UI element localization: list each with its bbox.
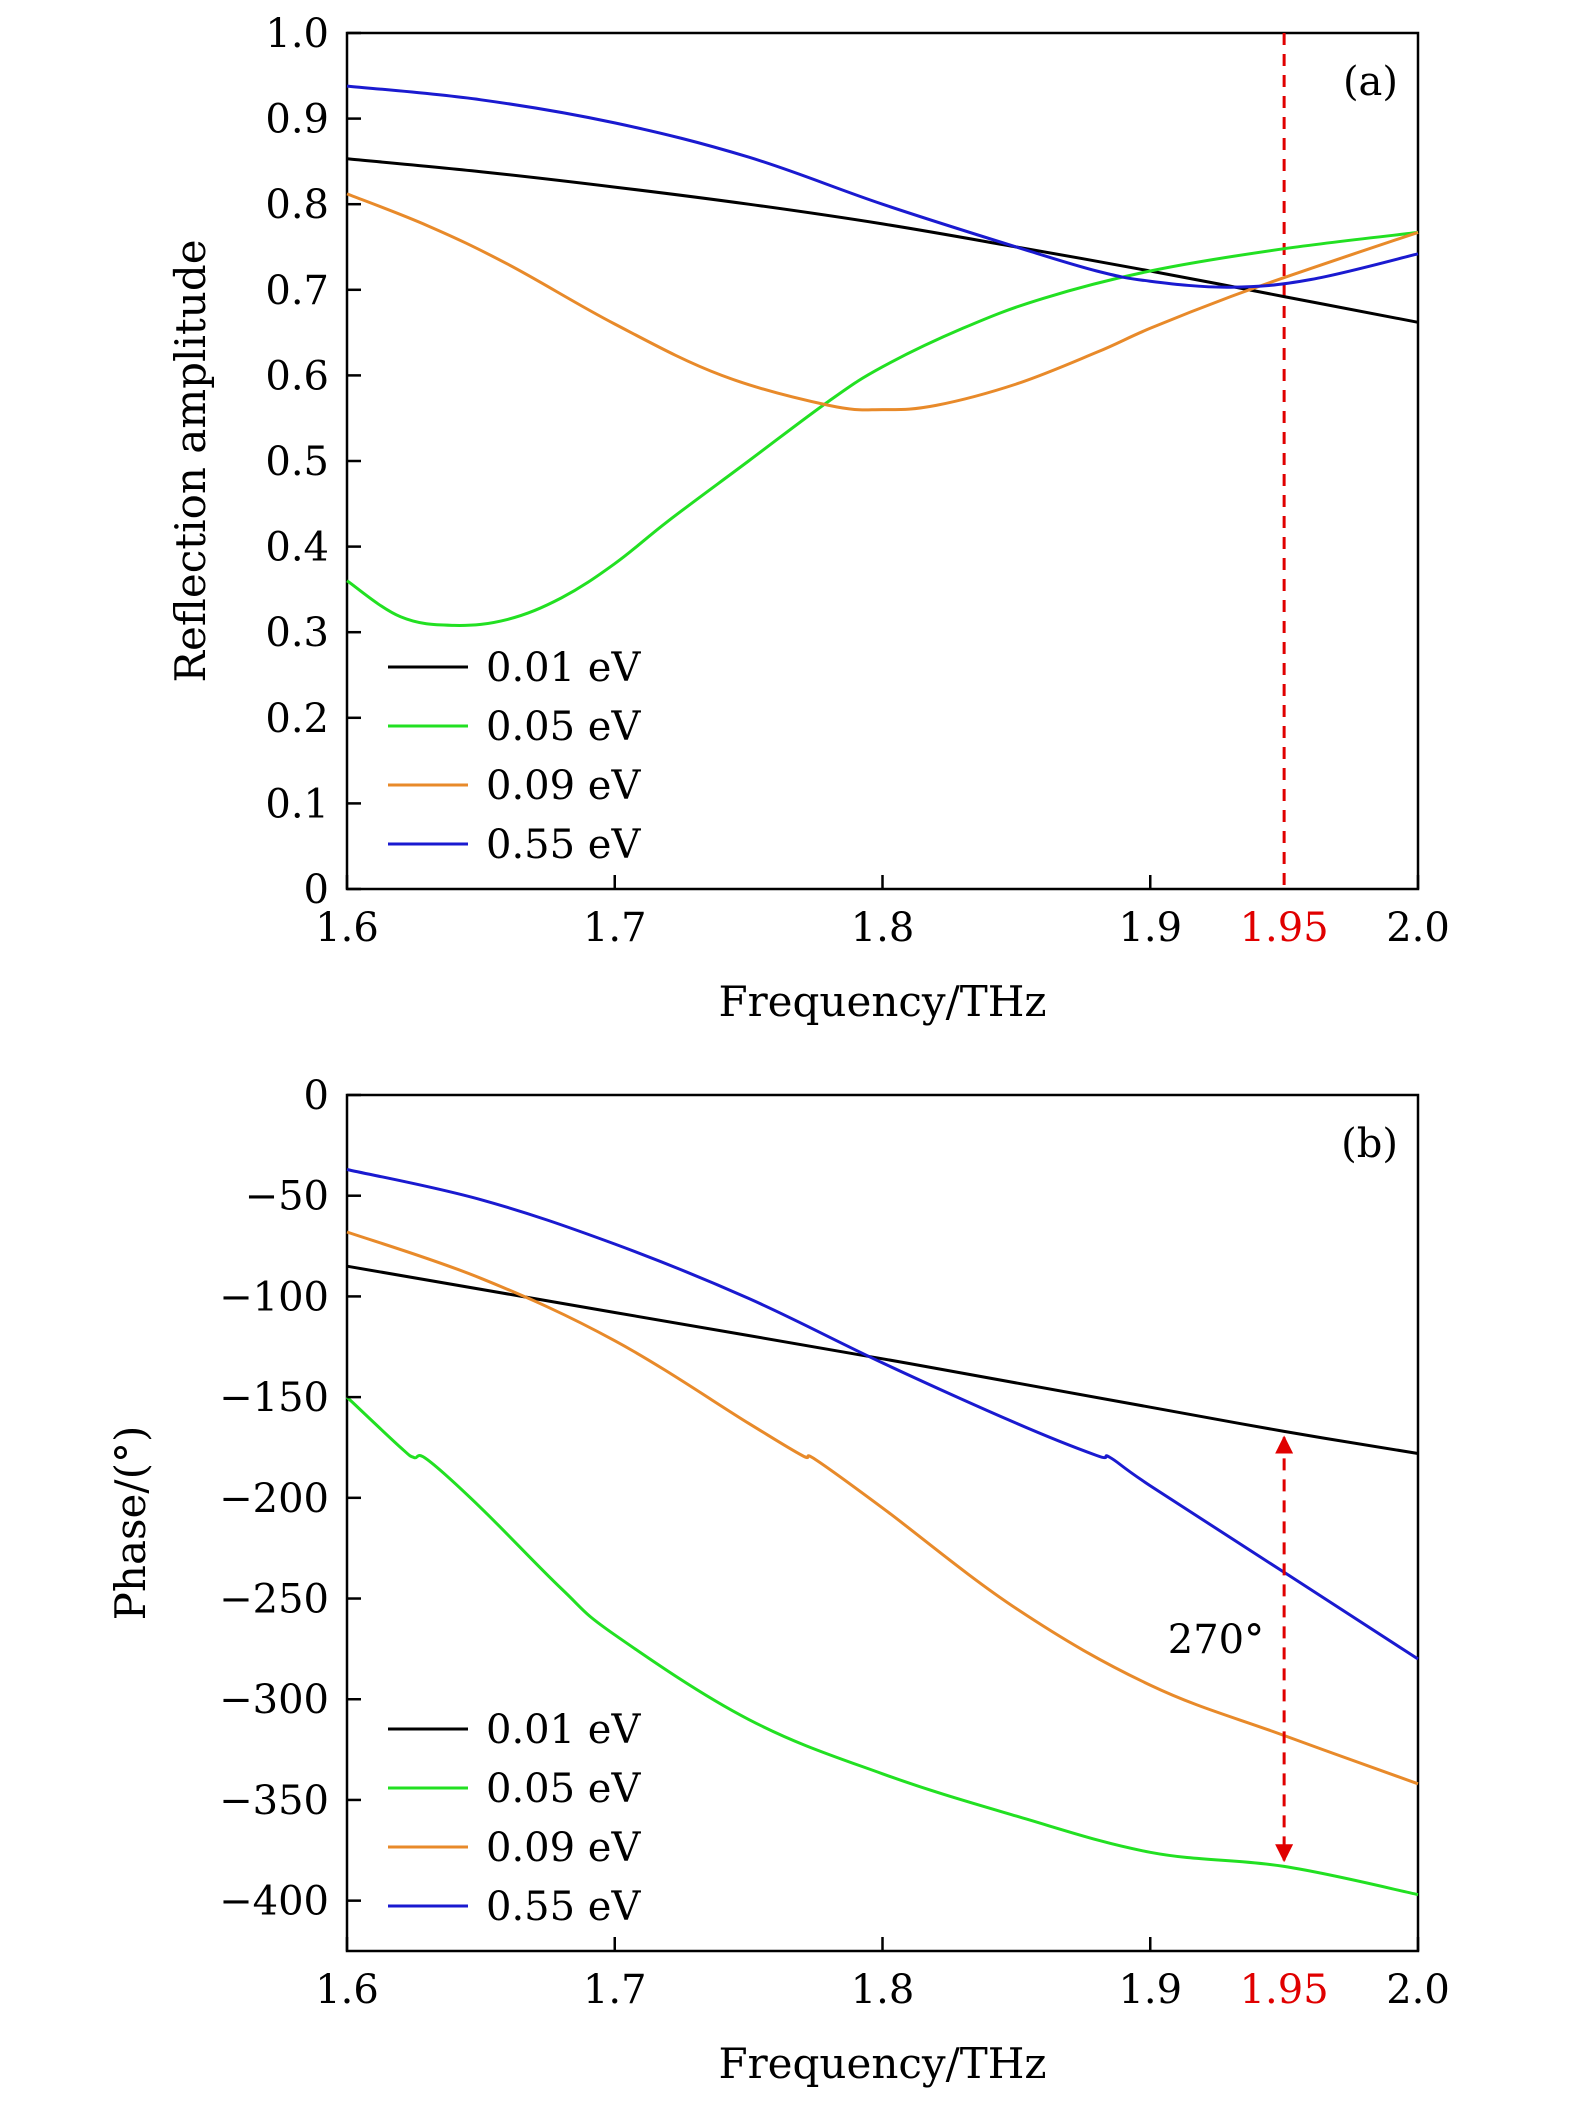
x-tick-label: 1.7 <box>583 1967 647 2013</box>
y-tick-label: 0 <box>304 1073 329 1119</box>
series-line-0-55-eV <box>346 1168 1419 1661</box>
chart-panel-a: 1.6 1.7 1.8 1.9 1.95 2.0 00.10.20.30.40.50.60… <box>166 11 1450 1026</box>
x-tick-label: 2.0 <box>1386 1967 1450 2013</box>
x-tick-label: 1.6 <box>315 1967 379 2013</box>
legend: 0.01 eV 0.05 eV 0.09 eV 0.55 eV <box>388 1707 641 1930</box>
series-line-0-55-eV <box>346 84 1419 289</box>
y-tick-label: 1.0 <box>265 11 329 57</box>
x-tick-label: 1.9 <box>1118 1967 1182 2013</box>
y-axis-title: Reflection amplitude <box>166 239 215 682</box>
chart-panel-b: 270° 1.6 1.7 1.8 1.9 1.95 2.0 0 −50 −100 −150 −20… <box>106 1073 1450 2088</box>
y-tick-label: 0.3 <box>265 610 329 656</box>
series-line-0-01-eV <box>346 157 1419 324</box>
series-line-0-09-eV <box>346 192 1419 412</box>
x-tick-label: 1.8 <box>851 905 915 951</box>
y-tick-label: 0.5 <box>265 439 329 485</box>
legend-label: 0.05 eV <box>486 1766 641 1812</box>
y-tick-label: 0.9 <box>265 97 329 143</box>
panel-label: (b) <box>1341 1121 1398 1167</box>
y-tick-label: 0.4 <box>265 525 329 571</box>
x-tick-label: 1.6 <box>315 905 379 951</box>
y-tick-label: −100 <box>219 1274 329 1320</box>
y-tick-label: 0.8 <box>265 182 329 228</box>
x-tick-label: 1.8 <box>851 1967 915 2013</box>
x-tick-label: 1.9 <box>1118 905 1182 951</box>
y-tick-label: −200 <box>219 1476 329 1522</box>
legend: 0.01 eV 0.05 eV 0.09 eV 0.55 eV <box>388 645 641 868</box>
plot-frame <box>345 31 1420 891</box>
annotation-layer: 270° <box>1168 1435 1294 1863</box>
series-line-0-09-eV <box>346 1230 1419 1786</box>
legend-label: 0.01 eV <box>486 1707 641 1753</box>
x-tick-label: 1.7 <box>583 905 647 951</box>
legend-label: 0.05 eV <box>486 704 641 750</box>
legend-label: 0.09 eV <box>486 1825 641 1871</box>
y-axis-title: Phase/(°) <box>106 1426 155 1621</box>
x-axis-ticks: 1.6 1.7 1.8 1.9 1.95 2.0 <box>315 875 1450 951</box>
annotation-label: 270° <box>1168 1617 1264 1663</box>
series-line-0-05-eV <box>345 1396 1419 1897</box>
y-tick-label: 0.7 <box>265 268 329 314</box>
series-layer <box>346 84 1419 627</box>
legend-label: 0.09 eV <box>486 763 641 809</box>
y-axis-ticks: 0 0.1 0.2 0.3 0.4 0.5 0.6 0.7 0.8 0.9 1.0 <box>265 11 361 913</box>
y-tick-label: −400 <box>219 1879 329 1925</box>
y-tick-label: −300 <box>219 1677 329 1723</box>
series-layer <box>345 1168 1419 1897</box>
legend-label: 0.01 eV <box>486 645 641 691</box>
legend-label: 0.55 eV <box>486 1884 641 1930</box>
y-tick-label: −250 <box>219 1577 329 1623</box>
y-axis-ticks: 0 −50 −100 −150 −200 −250 −300 −350 −400 <box>219 1073 361 1925</box>
x-tick-label: 2.0 <box>1386 905 1450 951</box>
series-line-0-01-eV <box>346 1264 1419 1455</box>
panel-label: (a) <box>1343 59 1398 105</box>
y-tick-label: 0.1 <box>265 781 329 827</box>
y-tick-label: −50 <box>245 1174 329 1220</box>
plot-frame <box>345 1093 1420 1953</box>
series-line-0-05-eV <box>346 230 1419 627</box>
x-axis-ticks: 1.6 1.7 1.8 1.9 1.95 2.0 <box>315 1937 1450 2013</box>
x-axis-title: Frequency/THz <box>718 977 1046 1026</box>
x-tick-label: 1.95 <box>1240 905 1329 951</box>
y-tick-label: −350 <box>219 1778 329 1824</box>
y-tick-label: 0.2 <box>265 696 329 742</box>
y-tick-label: 0 <box>304 867 329 913</box>
x-tick-label: 1.95 <box>1240 1967 1329 2013</box>
y-tick-label: 0.6 <box>265 353 329 399</box>
x-axis-title: Frequency/THz <box>718 2039 1046 2088</box>
legend-label: 0.55 eV <box>486 822 641 868</box>
y-tick-label: −150 <box>219 1375 329 1421</box>
